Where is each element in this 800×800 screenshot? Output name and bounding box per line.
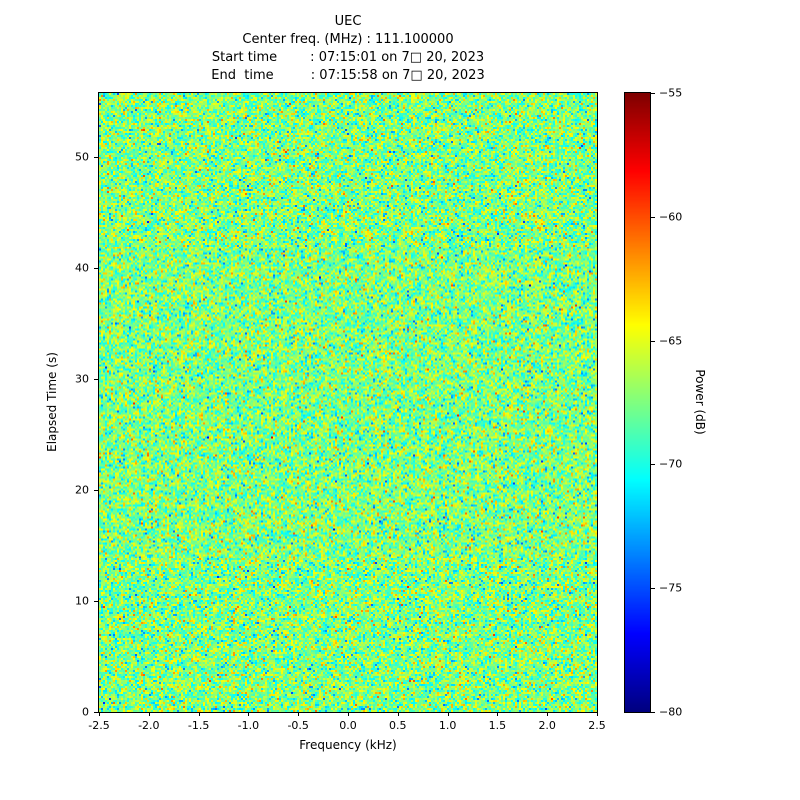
x-tick-mark <box>547 712 549 716</box>
x-tick-mark <box>248 712 250 716</box>
x-tick-mark <box>148 712 150 716</box>
colorbar-tick-label: −80 <box>659 705 683 719</box>
y-tick-mark <box>94 712 98 713</box>
y-tick-label: 10 <box>75 594 89 608</box>
colorbar-tick-label: −60 <box>659 210 683 224</box>
y-tick-label: 50 <box>75 150 89 164</box>
figure-header: UEC Center freq. (MHz) : 111.100000 Star… <box>99 13 597 85</box>
x-tick-mark <box>497 712 499 716</box>
colorbar-tick-label: −65 <box>659 334 683 348</box>
colorbar-tick-label: −70 <box>659 457 683 471</box>
colorbar-canvas <box>625 93 650 712</box>
y-tick-mark <box>94 268 98 270</box>
x-tick-mark <box>397 712 399 716</box>
x-tick-label: -0.5 <box>287 719 309 732</box>
spectrogram-canvas <box>99 93 597 712</box>
y-tick-mark <box>94 490 98 492</box>
x-tick-mark <box>298 712 300 716</box>
colorbar-tick-mark <box>651 340 655 342</box>
plot-area <box>98 92 598 713</box>
start-time-line: Start time : 07:15:01 on 7□ 20, 2023 <box>211 50 485 65</box>
y-tick-label: 40 <box>75 261 89 275</box>
x-tick-mark <box>447 712 449 716</box>
colorbar-tick-label: −75 <box>659 581 683 595</box>
y-tick-label: 20 <box>75 483 89 497</box>
x-tick-label: -1.0 <box>237 719 260 732</box>
x-tick-mark <box>348 712 349 716</box>
x-tick-mark <box>198 712 200 716</box>
x-tick-label: -2.5 <box>88 719 110 732</box>
chart-title: UEC <box>334 14 362 29</box>
y-axis-label: Elapsed Time (s) <box>45 352 59 452</box>
colorbar <box>624 92 651 713</box>
y-tick-mark <box>94 601 98 603</box>
x-tick-label: 1.5 <box>488 719 507 732</box>
x-tick-mark <box>597 712 598 716</box>
y-tick-label: 30 <box>75 372 89 386</box>
x-tick-label: 0.5 <box>389 719 407 732</box>
colorbar-tick-mark <box>651 93 655 94</box>
x-tick-mark <box>99 712 100 716</box>
center-freq-line: Center freq. (MHz) : 111.100000 <box>242 32 454 47</box>
x-tick-label: 1.0 <box>438 719 457 732</box>
colorbar-tick-label: −55 <box>659 86 683 100</box>
x-tick-label: 0.0 <box>339 719 357 732</box>
colorbar-tick-mark <box>651 216 655 218</box>
x-axis-label: Frequency (kHz) <box>299 738 397 752</box>
colorbar-tick-mark <box>651 464 655 466</box>
colorbar-label: Power (dB) <box>693 369 707 435</box>
x-tick-label: -1.5 <box>187 719 210 732</box>
colorbar-tick-mark <box>651 588 655 590</box>
x-tick-label: -2.0 <box>138 719 160 732</box>
y-tick-mark <box>94 157 98 159</box>
y-tick-mark <box>94 379 98 381</box>
x-tick-label: 2.0 <box>538 719 556 732</box>
x-tick-label: 2.5 <box>588 719 606 732</box>
colorbar-tick-mark <box>651 712 655 713</box>
y-tick-label: 0 <box>82 705 89 719</box>
end-time-line: End time : 07:15:58 on 7□ 20, 2023 <box>211 68 485 83</box>
